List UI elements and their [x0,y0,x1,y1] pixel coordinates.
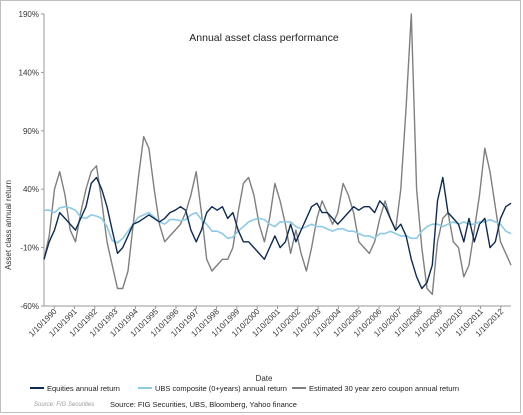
legend-label-2: UBS composite (0+years) annual return [155,384,287,393]
legend-label-3: Estimated 30 year zero coupon annual ret… [309,384,459,393]
source-note-small: Source: FIG Securities [34,402,95,408]
y-tick-label: 140% [19,68,39,77]
series-line-3 [43,13,512,295]
legend-label-1: Equities annual return [47,384,120,393]
series-line-2 [44,205,512,244]
y-axis-title: Asset class annual return [4,180,13,270]
x-axis-title: Date [256,374,273,383]
series-line-1 [43,176,512,290]
y-tick-label: 90% [23,127,39,136]
y-tick-label: -60% [20,302,39,311]
source-note: Source: FIG Securities, UBS, Bloomberg, … [110,400,297,409]
legend: Equities annual return UBS composite (0+y… [30,384,459,393]
y-tick-label: -10% [20,244,39,253]
axes: 190%140%90%40%-10%-60%1/10/19901/10/1991… [19,10,511,339]
chart-title: Annual asset class performance [189,32,339,44]
y-tick-label: 40% [23,185,39,194]
y-tick-label: 190% [19,10,39,19]
series-lines [43,13,512,295]
